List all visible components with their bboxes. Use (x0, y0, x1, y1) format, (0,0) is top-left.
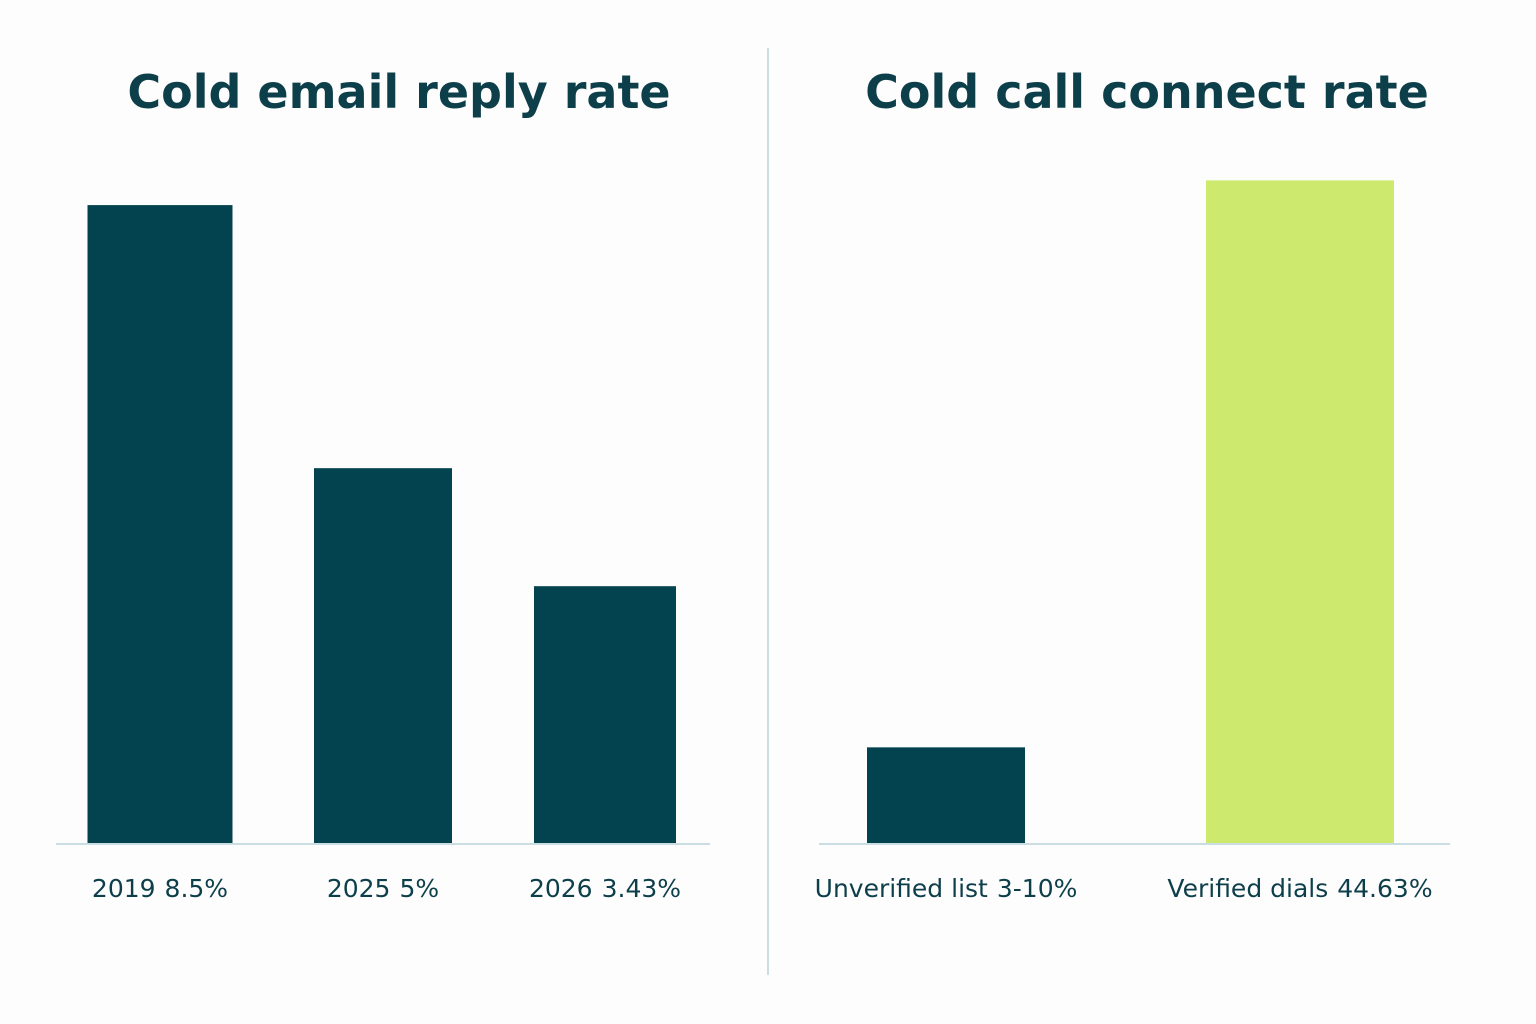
bar-label: 2025 5% (327, 874, 439, 903)
value-label: 3-10% (997, 874, 1078, 903)
value-label: 3.43% (602, 874, 681, 903)
chart-title: Cold call connect rate (865, 65, 1429, 119)
bar (1206, 180, 1394, 844)
bar-label: 2026 3.43% (529, 874, 681, 903)
bar (314, 468, 452, 844)
category-label: 2025 (327, 874, 391, 903)
category-label: Unverified list (815, 874, 988, 903)
category-label: 2019 (92, 874, 156, 903)
bar-label: Verified dials 44.63% (1167, 874, 1432, 903)
bar (87, 205, 233, 845)
value-label: 5% (399, 874, 439, 903)
category-label: 2026 (529, 874, 593, 903)
category-label: Verified dials (1167, 874, 1328, 903)
value-label: 8.5% (165, 874, 229, 903)
bar-label: 2019 8.5% (92, 874, 228, 903)
bar (867, 747, 1025, 844)
bar (534, 586, 676, 844)
chart-title: Cold email reply rate (127, 65, 670, 119)
value-label: 44.63% (1337, 874, 1432, 903)
bar-label: Unverified list 3-10% (815, 874, 1078, 903)
